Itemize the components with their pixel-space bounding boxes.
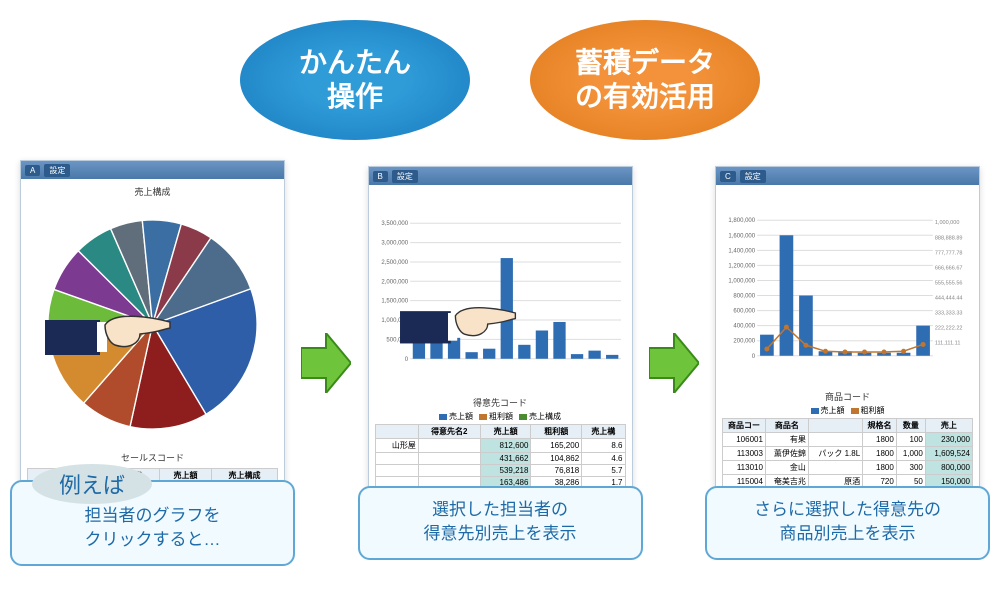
svg-text:400,000: 400,000	[733, 324, 755, 330]
panel-a-header: A 設定	[21, 161, 284, 179]
badge-data: 蓄積データ の有効活用	[530, 20, 760, 140]
panel-c-settings-tab[interactable]: 設定	[740, 170, 766, 183]
svg-text:2,500,000: 2,500,000	[381, 260, 408, 266]
panel-a-settings-tab[interactable]: 設定	[44, 164, 70, 177]
caption-a-l2: クリックすると…	[20, 528, 285, 552]
svg-text:1,000,000: 1,000,000	[728, 278, 755, 284]
panel-c: C 設定 0 200,000 400,000 600,000 800,000 1,000,…	[715, 166, 980, 496]
panel-b-table: 得意先名2売上額粗利額売上構山形屋812,600165,2008.6431,66…	[375, 424, 626, 489]
svg-text:500,000: 500,000	[386, 337, 408, 343]
panel-c-header: C 設定	[716, 167, 979, 185]
svg-text:3,500,000: 3,500,000	[381, 221, 408, 227]
panel-b-xlabel: 得意先コード	[375, 396, 626, 409]
svg-text:222,222.22: 222,222.22	[935, 326, 963, 332]
svg-text:777,777.78: 777,777.78	[935, 250, 963, 256]
panel-b-legend: 売上額粗利額売上構成	[375, 409, 626, 424]
panel-b-chart[interactable]: 0 500,000 1,000,000 1,500,000 2,000,000 2,500…	[375, 191, 626, 396]
badge-line: かんたん	[299, 46, 411, 80]
panels-row: A 設定 売上構成 セールスコード セール…担当者名売上額売上構成 例えば 担当…	[0, 140, 1000, 566]
svg-text:0: 0	[752, 354, 756, 360]
caption-a-l1: 担当者のグラフを	[20, 504, 285, 528]
panel-c-badge: C	[720, 171, 736, 182]
panel-b-header: B 設定	[369, 167, 632, 185]
panel-c-xlabel: 商品コード	[722, 390, 973, 403]
svg-text:600,000: 600,000	[733, 309, 755, 315]
caption-a: 例えば 担当者のグラフを クリックすると…	[10, 480, 295, 566]
panel-c-table: 商品コー商品名規格名数量売上106001有果1800100230,0001130…	[722, 418, 973, 489]
svg-text:2,000,000: 2,000,000	[381, 279, 408, 285]
badge-easy: かんたん 操作	[240, 20, 470, 140]
panel-b-badge: B	[373, 171, 388, 182]
svg-text:1,800,000: 1,800,000	[728, 218, 755, 224]
arrow-icon	[649, 333, 699, 393]
svg-text:555,555.56: 555,555.56	[935, 280, 963, 286]
svg-text:200,000: 200,000	[733, 339, 755, 345]
arrow-icon	[301, 333, 351, 393]
svg-text:666,666.67: 666,666.67	[935, 265, 963, 271]
badge-line: 操作	[327, 80, 383, 114]
svg-text:0: 0	[404, 357, 408, 363]
badge-line: の有効活用	[575, 80, 715, 114]
caption-b-l2: 得意先別売上を表示	[368, 522, 633, 546]
svg-text:333,333.33: 333,333.33	[935, 311, 963, 317]
panel-c-legend: 売上額粗利額	[722, 403, 973, 418]
svg-text:1,600,000: 1,600,000	[728, 233, 755, 239]
caption-c-l1: さらに選択した得意先の	[715, 498, 980, 522]
caption-c-l2: 商品別売上を表示	[715, 522, 980, 546]
svg-text:444,444.44: 444,444.44	[935, 296, 963, 302]
svg-text:888,888.89: 888,888.89	[935, 235, 963, 241]
panel-b: B 設定 0 500,000 1,000,000 1,500,000 2,000,000…	[368, 166, 633, 496]
svg-text:1,200,000: 1,200,000	[728, 263, 755, 269]
svg-text:1,500,000: 1,500,000	[381, 299, 408, 305]
panel-a: A 設定 売上構成 セールスコード セール…担当者名売上額売上構成	[20, 160, 285, 490]
top-badges: かんたん 操作 蓄積データ の有効活用	[0, 0, 1000, 140]
badge-line: 蓄積データ	[575, 46, 715, 80]
panel-a-pie[interactable]	[27, 198, 278, 451]
svg-text:1,000,000: 1,000,000	[381, 318, 408, 324]
svg-text:1,000,000: 1,000,000	[935, 220, 960, 226]
panel-a-xlabel: セールスコード	[27, 451, 278, 464]
panel-a-title: 売上構成	[27, 185, 278, 198]
panel-a-badge: A	[25, 165, 40, 176]
panel-c-chart[interactable]: 0 200,000 400,000 600,000 800,000 1,000,000 1,…	[722, 191, 973, 390]
svg-text:3,000,000: 3,000,000	[381, 241, 408, 247]
svg-text:111,111.11: 111,111.11	[935, 341, 961, 347]
caption-c: さらに選択した得意先の 商品別売上を表示	[705, 486, 990, 560]
svg-text:1,400,000: 1,400,000	[728, 248, 755, 254]
panel-b-settings-tab[interactable]: 設定	[392, 170, 418, 183]
svg-text:800,000: 800,000	[733, 294, 755, 300]
caption-b-l1: 選択した担当者の	[368, 498, 633, 522]
caption-b: 選択した担当者の 得意先別売上を表示	[358, 486, 643, 560]
example-pill: 例えば	[32, 464, 152, 504]
